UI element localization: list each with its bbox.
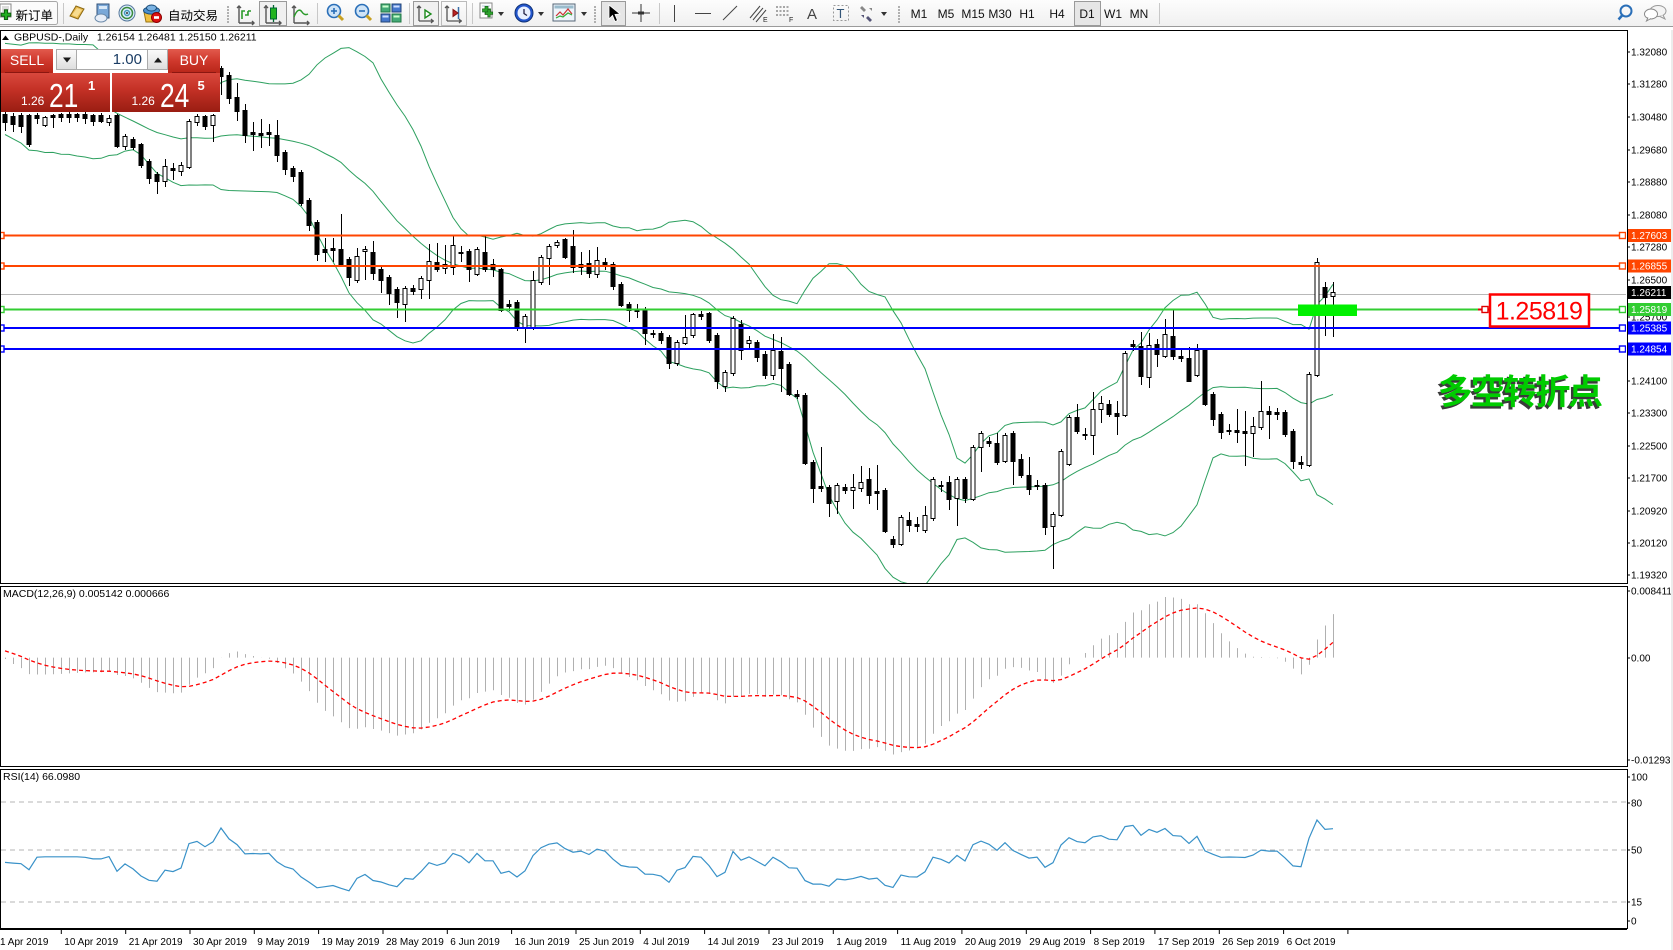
svg-text:T: T	[837, 6, 845, 21]
svg-text:100: 100	[1631, 773, 1648, 784]
svg-text:8 Sep 2019: 8 Sep 2019	[1094, 937, 1146, 948]
svg-text:0.00: 0.00	[1631, 654, 1651, 665]
svg-text:1.28880: 1.28880	[1631, 178, 1668, 189]
svg-text:A: A	[807, 6, 817, 23]
svg-text:1.25700: 1.25700	[1631, 313, 1668, 324]
svg-text:H4: H4	[1049, 7, 1065, 21]
svg-text:19 May 2019: 19 May 2019	[322, 937, 380, 948]
svg-text:4 Jul 2019: 4 Jul 2019	[643, 937, 690, 948]
svg-text:25 Jun 2019: 25 Jun 2019	[579, 937, 634, 948]
svg-text:M5: M5	[938, 7, 955, 21]
svg-text:E: E	[763, 17, 768, 24]
svg-text:1 Aug 2019: 1 Aug 2019	[836, 937, 887, 948]
svg-text:H1: H1	[1019, 7, 1035, 21]
svg-text:6 Oct 2019: 6 Oct 2019	[1287, 937, 1336, 948]
svg-text:MN: MN	[1130, 7, 1149, 21]
svg-text:1.25385: 1.25385	[1631, 324, 1668, 335]
svg-text:D1: D1	[1079, 7, 1095, 21]
svg-text:20 Aug 2019: 20 Aug 2019	[965, 937, 1022, 948]
svg-text:RSI(14) 66.0980: RSI(14) 66.0980	[3, 771, 80, 783]
svg-text:1.21700: 1.21700	[1631, 474, 1668, 485]
svg-text:1.32080: 1.32080	[1631, 48, 1668, 59]
svg-text:6 Jun 2019: 6 Jun 2019	[450, 937, 500, 948]
svg-text:M1: M1	[911, 7, 928, 21]
svg-text:1.28080: 1.28080	[1631, 211, 1668, 222]
svg-text:1.24854: 1.24854	[1631, 345, 1668, 356]
svg-text:1.19320: 1.19320	[1631, 571, 1668, 582]
svg-text:14 Jul 2019: 14 Jul 2019	[708, 937, 760, 948]
svg-text:1.29680: 1.29680	[1631, 146, 1668, 157]
svg-text:-0.012931: -0.012931	[1631, 756, 1673, 767]
svg-text:0: 0	[1631, 917, 1637, 928]
svg-text:29 Aug 2019: 29 Aug 2019	[1029, 937, 1086, 948]
svg-text:GBPUSD-,Daily 1.26154 1.2648: GBPUSD-,Daily 1.26154 1.26481 1.25150 1.…	[14, 32, 257, 44]
svg-text:1.26211: 1.26211	[1631, 288, 1667, 299]
svg-text:0.008411: 0.008411	[1631, 587, 1672, 598]
svg-text:17 Sep 2019: 17 Sep 2019	[1158, 937, 1215, 948]
svg-text:1 Apr 2019: 1 Apr 2019	[0, 937, 49, 948]
svg-text:1.26500: 1.26500	[1631, 276, 1668, 287]
svg-text:F: F	[789, 17, 793, 24]
svg-text:11 Aug 2019: 11 Aug 2019	[901, 937, 957, 948]
svg-text:21 Apr 2019: 21 Apr 2019	[129, 937, 183, 948]
svg-text:1.31280: 1.31280	[1631, 80, 1668, 91]
svg-text:10 Apr 2019: 10 Apr 2019	[64, 937, 118, 948]
svg-text:1.20120: 1.20120	[1631, 539, 1668, 550]
svg-text:23 Jul 2019: 23 Jul 2019	[772, 937, 824, 948]
svg-text:80: 80	[1631, 799, 1643, 810]
svg-text:1.26855: 1.26855	[1631, 262, 1668, 273]
svg-text:1.23300: 1.23300	[1631, 409, 1668, 420]
svg-text:MACD(12,26,9) 0.005142 0.00066: MACD(12,26,9) 0.005142 0.000666	[3, 588, 170, 600]
svg-text:28 May 2019: 28 May 2019	[386, 937, 444, 948]
svg-text:1.22500: 1.22500	[1631, 442, 1668, 453]
svg-text:1.24100: 1.24100	[1631, 377, 1668, 388]
svg-text:15: 15	[1631, 898, 1643, 909]
svg-text:30 Apr 2019: 30 Apr 2019	[193, 937, 247, 948]
svg-text:W1: W1	[1104, 7, 1122, 21]
svg-text:26 Sep 2019: 26 Sep 2019	[1222, 937, 1279, 948]
svg-text:1.20920: 1.20920	[1631, 507, 1668, 518]
svg-text:M15: M15	[961, 7, 985, 21]
svg-text:1.30480: 1.30480	[1631, 113, 1668, 124]
svg-text:1.27280: 1.27280	[1631, 243, 1668, 254]
svg-text:50: 50	[1631, 846, 1643, 857]
svg-text:1.27603: 1.27603	[1631, 231, 1668, 242]
svg-text:9 May 2019: 9 May 2019	[257, 937, 310, 948]
svg-text:16 Jun 2019: 16 Jun 2019	[515, 937, 570, 948]
svg-text:1.25819: 1.25819	[1631, 305, 1668, 316]
svg-text:M30: M30	[988, 7, 1012, 21]
svg-text:1.25819: 1.25819	[1496, 298, 1583, 326]
